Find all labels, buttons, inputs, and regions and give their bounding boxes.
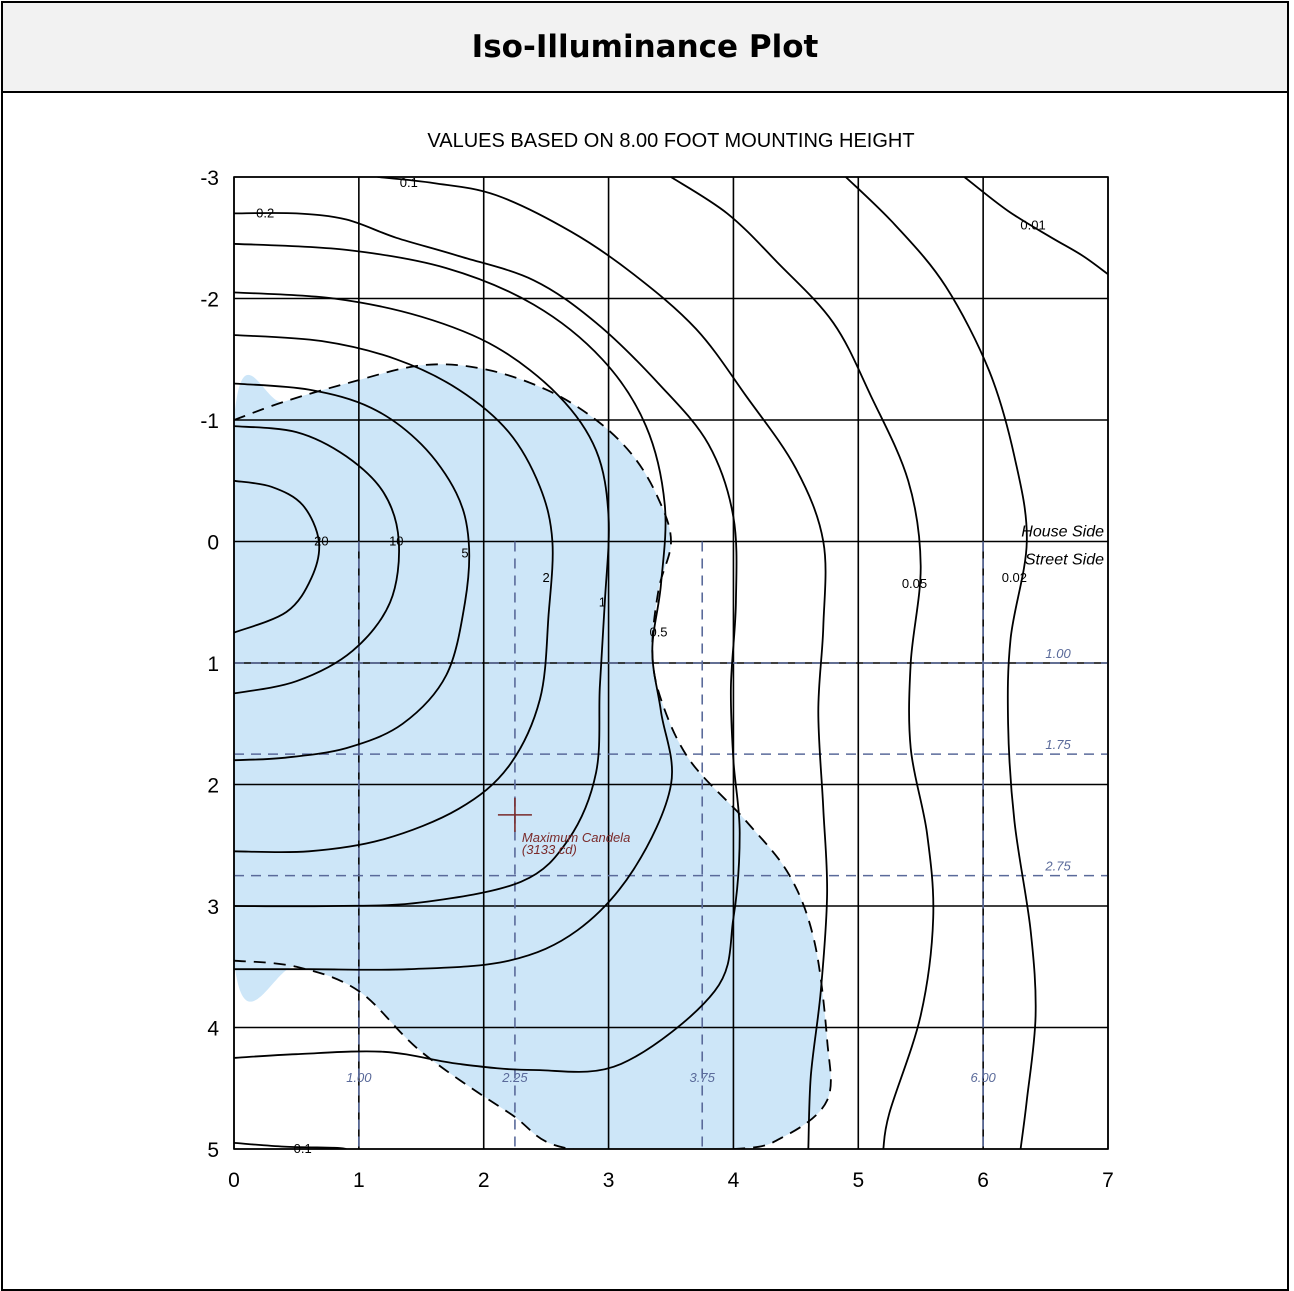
x-tick-label: 0 xyxy=(228,1169,240,1192)
ref-label-vertical: 1.00 xyxy=(346,1070,372,1085)
chart-subtitle: VALUES BASED ON 8.00 FOOT MOUNTING HEIGH… xyxy=(427,130,914,152)
contour-label: 20 xyxy=(314,534,328,549)
contour-line xyxy=(963,177,1108,275)
contour-label: 10 xyxy=(389,534,403,549)
y-tick-label: 5 xyxy=(207,1139,219,1162)
contour-label: 0.2 xyxy=(256,205,274,220)
half-max-outline xyxy=(234,363,832,1149)
contour-label: 0.02 xyxy=(1002,570,1027,585)
max-candela-value: (3133 cd) xyxy=(522,842,577,857)
page-title: Iso-Illuminance Plot xyxy=(471,29,819,65)
contour-line xyxy=(234,479,321,634)
y-tick-label: 1 xyxy=(207,653,219,676)
y-tick-label: 3 xyxy=(207,896,219,919)
x-tick-label: 4 xyxy=(728,1169,740,1192)
ref-label-horizontal: 1.75 xyxy=(1045,737,1071,752)
plot-border xyxy=(233,176,1109,1150)
contour-label: 0.1 xyxy=(400,175,418,190)
x-tick-label: 5 xyxy=(852,1169,864,1192)
contour-label: 5 xyxy=(461,546,468,561)
contour-line xyxy=(845,177,1037,1149)
y-tick-label: 4 xyxy=(207,1018,219,1041)
contour-label: 0.01 xyxy=(1020,218,1045,233)
x-tick-label: 3 xyxy=(603,1169,615,1192)
contour-label: 1 xyxy=(599,594,606,609)
contour-line xyxy=(670,177,935,1149)
contour-label: 0.5 xyxy=(649,625,667,640)
contour-line xyxy=(234,334,554,854)
contour-line xyxy=(234,242,673,971)
contour-label: 2 xyxy=(543,570,550,585)
contour-line xyxy=(234,291,610,908)
street-side-label: Street Side xyxy=(1025,552,1104,569)
ref-label-horizontal: 1.00 xyxy=(1045,646,1071,661)
header-bar: Iso-Illuminance Plot xyxy=(3,3,1287,93)
contour-label: 0.05 xyxy=(902,576,927,591)
x-tick-label: 2 xyxy=(478,1169,490,1192)
contour-line xyxy=(234,425,400,695)
y-tick-label: -2 xyxy=(200,289,219,312)
y-tick-label: -3 xyxy=(200,167,219,190)
y-tick-label: 0 xyxy=(207,532,219,555)
contour-line xyxy=(234,212,741,1073)
x-tick-label: 6 xyxy=(977,1169,989,1192)
contour-line xyxy=(234,382,471,762)
half-max-fill xyxy=(234,364,831,1149)
contour-line xyxy=(377,177,829,1149)
y-tick-label: 2 xyxy=(207,775,219,798)
house-side-label: House Side xyxy=(1021,524,1104,541)
ref-label-vertical: 3.75 xyxy=(690,1070,716,1085)
ref-label-horizontal: 2.75 xyxy=(1044,859,1071,874)
x-tick-label: 7 xyxy=(1102,1169,1114,1192)
ref-label-vertical: 2.25 xyxy=(501,1070,528,1085)
y-tick-label: -1 xyxy=(200,410,219,433)
max-candela-label: Maximum Candela xyxy=(522,830,630,845)
contour-line xyxy=(234,1142,347,1149)
ref-label-vertical: 6.00 xyxy=(970,1070,996,1085)
x-tick-label: 1 xyxy=(353,1169,365,1192)
